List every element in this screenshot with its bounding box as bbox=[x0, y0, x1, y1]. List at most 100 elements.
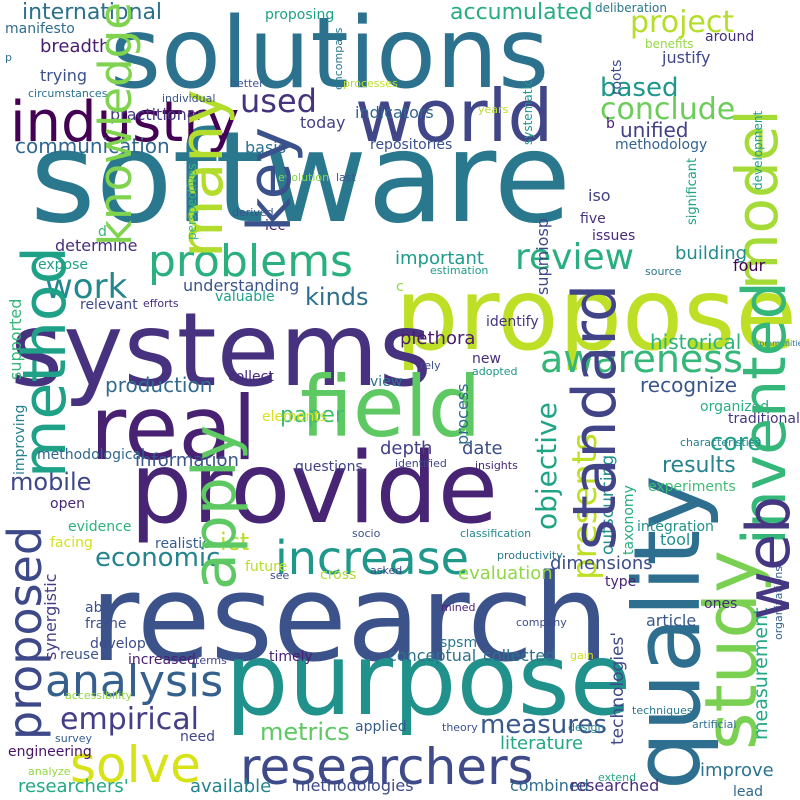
cloud-word: traditional bbox=[728, 411, 800, 427]
cloud-word: web bbox=[734, 495, 800, 620]
cloud-word: conclude bbox=[600, 92, 736, 127]
cloud-word: five bbox=[580, 211, 606, 227]
cloud-word: better bbox=[230, 77, 264, 90]
cloud-word: real bbox=[90, 377, 257, 480]
cloud-word: identify bbox=[486, 314, 539, 330]
cloud-word: processes bbox=[343, 77, 398, 90]
cloud-word: practitioner bbox=[110, 105, 204, 124]
cloud-word: increase bbox=[275, 531, 469, 585]
cloud-word: iec bbox=[265, 218, 286, 234]
cloud-word: production bbox=[105, 373, 213, 397]
cloud-word: conceptual bbox=[388, 646, 477, 665]
cloud-word: unified bbox=[620, 118, 689, 142]
cloud-word: researched bbox=[570, 776, 660, 795]
cloud-word: researchers bbox=[240, 738, 534, 796]
cloud-word: integration bbox=[637, 519, 714, 535]
cloud-word: information bbox=[135, 450, 239, 471]
cloud-word: elements bbox=[262, 409, 328, 425]
cloud-word: future bbox=[245, 559, 288, 575]
cloud-word: standard bbox=[560, 283, 630, 550]
cloud-word: increased bbox=[128, 652, 196, 668]
cloud-word: view bbox=[370, 374, 403, 390]
cloud-word: literature bbox=[500, 733, 584, 754]
cloud-word: questions bbox=[295, 459, 363, 475]
cloud-word: measures bbox=[480, 710, 607, 740]
cloud-word: communication bbox=[15, 134, 170, 158]
cloud-word: breadth bbox=[40, 36, 111, 57]
cloud-word: theory bbox=[442, 721, 478, 734]
cloud-word: problems bbox=[148, 236, 353, 287]
cloud-word: solve bbox=[70, 736, 201, 794]
cloud-word: methodologies bbox=[295, 776, 414, 795]
cloud-word: mobile bbox=[10, 468, 92, 496]
cloud-word: iso bbox=[588, 186, 611, 205]
cloud-word: methodological bbox=[37, 447, 146, 463]
cloud-word: plethora bbox=[400, 328, 476, 349]
cloud-word: open bbox=[50, 496, 85, 512]
cloud-word: international bbox=[22, 0, 163, 25]
cloud-word: communities bbox=[755, 339, 800, 348]
cloud-word: rely bbox=[420, 359, 441, 372]
cloud-word: source bbox=[645, 265, 682, 278]
cloud-word: accessibility bbox=[65, 689, 133, 702]
cloud-word: around bbox=[705, 29, 755, 45]
cloud-word: development bbox=[751, 110, 765, 190]
cloud-word: trying bbox=[40, 66, 88, 85]
cloud-word: review bbox=[515, 237, 635, 278]
cloud-word: four bbox=[733, 256, 766, 275]
cloud-word: spsm bbox=[440, 635, 478, 651]
cloud-word: important bbox=[395, 248, 484, 269]
cloud-word: extend bbox=[598, 771, 637, 784]
cloud-word: survey bbox=[55, 732, 93, 745]
cloud-word: engineering bbox=[8, 744, 92, 760]
cloud-word: repositories bbox=[370, 137, 453, 153]
cloud-word: improving bbox=[12, 404, 28, 475]
cloud-word: recognize bbox=[640, 373, 738, 397]
cloud-word: experiments bbox=[648, 479, 736, 495]
cloud-word: metrics bbox=[260, 718, 350, 746]
cloud-word: perspectives bbox=[185, 163, 199, 240]
cloud-word: field bbox=[300, 358, 482, 456]
cloud-word: need bbox=[180, 729, 215, 745]
cloud-word: analysis bbox=[45, 656, 224, 707]
cloud-word: deliberation bbox=[595, 1, 667, 15]
cloud-word: combined bbox=[510, 776, 589, 795]
cloud-word: frame bbox=[85, 616, 127, 632]
cloud-word: awareness bbox=[540, 337, 743, 381]
cloud-word: develop bbox=[90, 636, 146, 652]
cloud-word: work bbox=[45, 267, 128, 307]
cloud-word: kinds bbox=[305, 283, 369, 311]
cloud-word: productivity bbox=[497, 549, 563, 562]
cloud-word: knowledge bbox=[89, 2, 142, 246]
cloud-word: apply bbox=[180, 424, 250, 590]
cloud-word: research bbox=[90, 550, 610, 689]
cloud-word: indicators bbox=[355, 103, 434, 122]
cloud-word: company bbox=[516, 616, 567, 629]
cloud-word: article bbox=[646, 611, 697, 630]
cloud-word: analyze bbox=[28, 765, 71, 778]
cloud-word: realistic bbox=[155, 536, 210, 552]
cloud-word: terms bbox=[195, 654, 227, 667]
cloud-word: justify bbox=[662, 48, 711, 67]
cloud-word: evaluation bbox=[458, 563, 553, 584]
cloud-word: design bbox=[568, 721, 605, 734]
cloud-word: p bbox=[5, 51, 12, 64]
cloud-word: efforts bbox=[143, 297, 179, 310]
cloud-word: understanding bbox=[183, 276, 300, 295]
cloud-word: available bbox=[190, 776, 272, 797]
cloud-word: see bbox=[270, 569, 290, 582]
cloud-word: purpose bbox=[225, 621, 632, 738]
cloud-word: ict bbox=[220, 528, 250, 556]
cloud-word: expose bbox=[38, 257, 89, 273]
cloud-word: timely bbox=[269, 649, 313, 665]
cloud-word: c bbox=[396, 279, 404, 295]
cloud-word: last bbox=[336, 171, 356, 184]
cloud-word: building bbox=[675, 243, 748, 264]
cloud-word: based bbox=[600, 73, 679, 103]
cloud-word: historical bbox=[650, 330, 742, 354]
cloud-word: new bbox=[472, 351, 501, 367]
cloud-word: systematic bbox=[521, 79, 535, 145]
cloud-word: b bbox=[606, 116, 615, 132]
cloud-word: artificial bbox=[692, 718, 737, 731]
